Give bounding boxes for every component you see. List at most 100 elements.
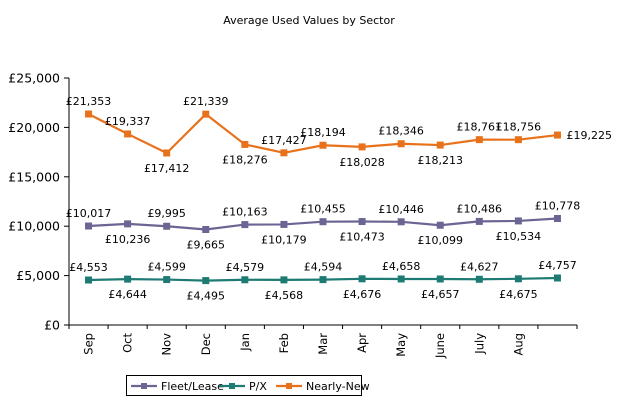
data-label: £4,599 [147,261,186,274]
data-point-marker [202,277,210,285]
data-point-marker [475,275,483,283]
legend: Fleet/Lease P/X Nearly-New [126,375,370,396]
data-label: £10,473 [339,231,385,244]
x-tick-label: Aug [511,333,525,355]
data-point-marker [163,149,171,157]
data-label: £21,353 [66,95,112,108]
x-tick-label: May [394,333,408,357]
y-tick-label: £15,000 [8,169,60,184]
data-point-marker [436,221,444,229]
data-label: £10,455 [300,203,346,216]
data-label: £10,534 [496,230,542,243]
data-point-marker [202,110,210,118]
legend-swatch-marker [286,383,292,389]
data-point-marker [514,275,522,283]
data-label: £10,236 [105,233,151,246]
legend-swatch-marker [141,383,147,389]
data-label: £10,486 [457,202,503,215]
data-point-marker [280,149,288,157]
data-label: £4,676 [343,288,382,301]
series-group [85,110,561,285]
data-label: £18,756 [496,121,542,134]
data-label: £4,627 [460,260,499,273]
data-point-marker [319,218,327,226]
data-point-marker [397,275,405,283]
x-tick-label: July [472,333,486,355]
data-point-marker [85,222,93,230]
data-point-marker [163,276,171,284]
data-point-marker [397,140,405,148]
data-label: £18,761 [457,121,503,134]
axes: £0 £5,000 £10,000 £15,000 £20,000 £25,000 Sep O… [8,71,578,359]
data-labels: £10,017 £10,236 £9,995 £9,665 £10,163 £10,179… [66,95,612,303]
data-point-marker [397,218,405,226]
legend-swatch-marker [229,383,235,389]
data-point-marker [553,215,561,223]
x-tick-label: Dec [199,333,213,355]
x-tick-label: Mar [316,333,330,355]
data-label: £18,213 [417,154,463,167]
data-label: £9,995 [147,207,186,220]
data-point-marker [358,218,366,226]
data-label: £4,568 [265,289,304,302]
data-label: £17,412 [144,162,190,175]
data-point-marker [241,276,249,284]
data-point-marker [358,143,366,151]
chart-title: Average Used Values by Sector [223,14,395,27]
x-tick-label: Sep [82,333,96,355]
data-label: £17,427 [261,134,307,147]
data-point-marker [85,276,93,284]
data-point-marker [514,217,522,225]
x-tick-label: Nov [160,333,174,356]
data-label: £10,446 [378,203,424,216]
data-label: £4,594 [304,261,343,274]
data-label: £4,553 [69,261,108,274]
data-label: £4,658 [382,260,421,273]
data-point-marker [514,136,522,144]
data-point-marker [241,140,249,148]
data-label: £4,579 [226,261,265,274]
data-label: £10,017 [66,207,112,220]
data-point-marker [436,275,444,283]
data-point-marker [85,110,93,118]
data-point-marker [241,221,249,229]
data-label: £18,028 [339,156,385,169]
data-point-marker [280,220,288,228]
data-label: £10,179 [261,233,307,246]
x-tick-label: Oct [121,333,135,353]
legend-label: Fleet/Lease [161,380,224,393]
legend-label: P/X [249,380,267,393]
data-point-marker [202,226,210,234]
y-tick-label: £20,000 [8,120,60,135]
data-label: £9,665 [187,239,226,252]
data-label: £19,225 [566,129,612,142]
x-tick-label: June [433,333,447,359]
data-point-marker [553,274,561,282]
y-tick-label: £10,000 [8,219,60,234]
data-label: £4,644 [108,288,147,301]
data-point-marker [280,276,288,284]
x-tick-label: Apr [355,333,369,353]
data-point-marker [475,217,483,225]
data-label: £18,346 [378,125,424,138]
data-label: £19,337 [105,115,151,128]
data-point-marker [124,275,132,283]
y-tick-label: £5,000 [16,268,60,283]
data-label: £18,194 [300,126,346,139]
data-point-marker [358,275,366,283]
data-label: £4,657 [421,288,460,301]
data-point-marker [436,141,444,149]
data-label: £4,757 [538,259,577,272]
x-tick-label: Feb [277,333,291,353]
data-point-marker [319,276,327,284]
data-label: £10,163 [222,206,268,219]
data-label: £10,778 [535,200,581,213]
data-label: £18,276 [222,153,268,166]
data-point-marker [124,220,132,228]
data-label: £10,099 [417,234,463,247]
data-point-marker [475,136,483,144]
data-label: £4,675 [499,288,538,301]
data-point-marker [163,222,171,230]
data-label: £4,495 [187,290,226,303]
